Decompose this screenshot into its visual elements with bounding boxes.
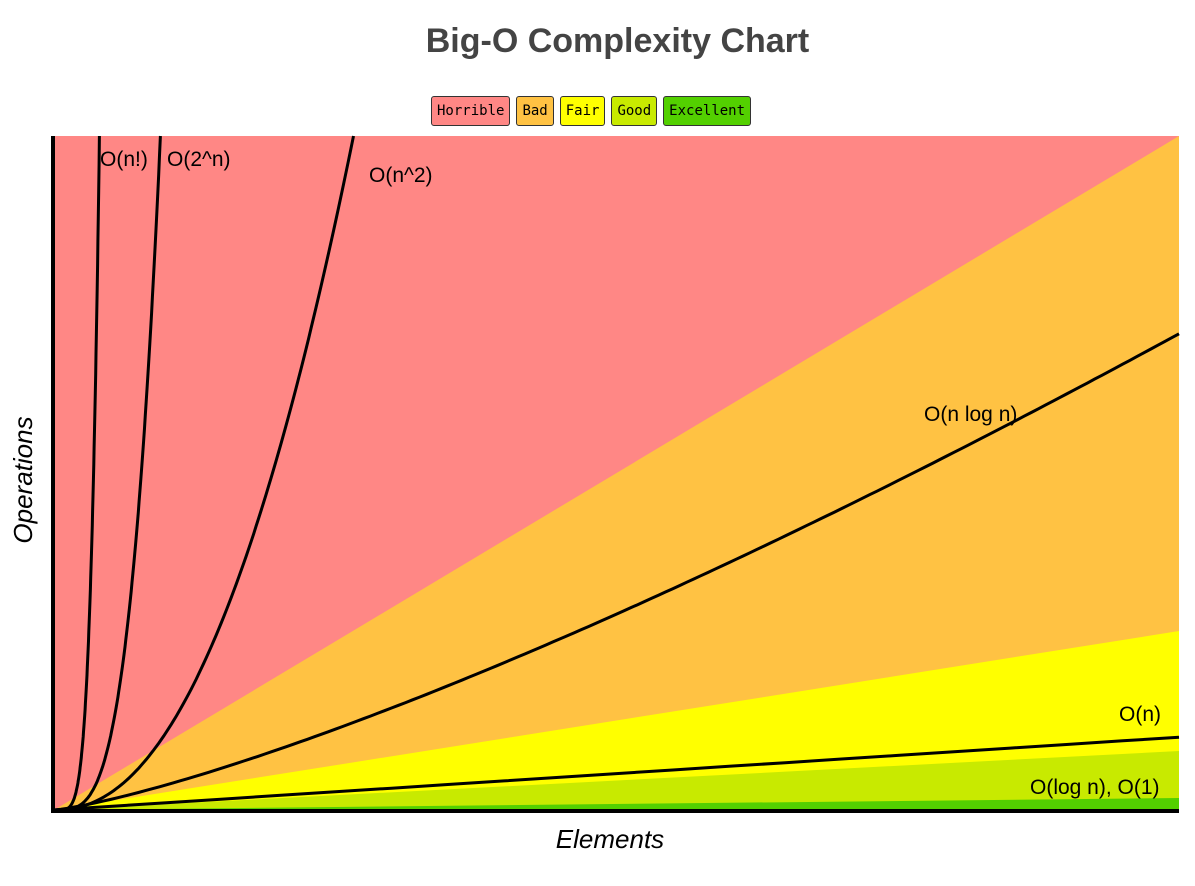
curve-linear bbox=[53, 735, 1180, 812]
x-axis-title: Elements bbox=[556, 824, 664, 854]
region-bad bbox=[54, 136, 1179, 810]
label-exponential: O(2^n) bbox=[167, 148, 231, 171]
label-logarithmic-constant: O(log n), O(1) bbox=[1030, 776, 1160, 799]
region-excellent bbox=[54, 798, 1179, 810]
plot-area bbox=[51, 135, 1180, 813]
region-fair bbox=[54, 631, 1179, 810]
chart-title: Big-O Complexity Chart bbox=[425, 22, 810, 60]
curve-quadratic bbox=[54, 135, 355, 812]
legend-item-bad: Bad bbox=[516, 96, 554, 126]
region-good bbox=[54, 751, 1179, 810]
y-axis-title: Operations bbox=[8, 416, 38, 543]
legend-item-good: Good bbox=[611, 96, 658, 126]
legend-item-horrible: Horrible bbox=[431, 96, 511, 126]
legend-item-excellent: Excellent bbox=[663, 96, 752, 126]
label-quadratic: O(n^2) bbox=[369, 164, 433, 187]
legend-item-fair: Fair bbox=[559, 96, 606, 126]
legend: Horrible Bad Fair Good Excellent bbox=[431, 96, 752, 126]
label-linear: O(n) bbox=[1119, 703, 1161, 726]
curve-linearithmic bbox=[53, 332, 1180, 812]
label-factorial: O(n!) bbox=[100, 148, 148, 171]
label-linearithmic: O(n log n) bbox=[924, 403, 1017, 426]
